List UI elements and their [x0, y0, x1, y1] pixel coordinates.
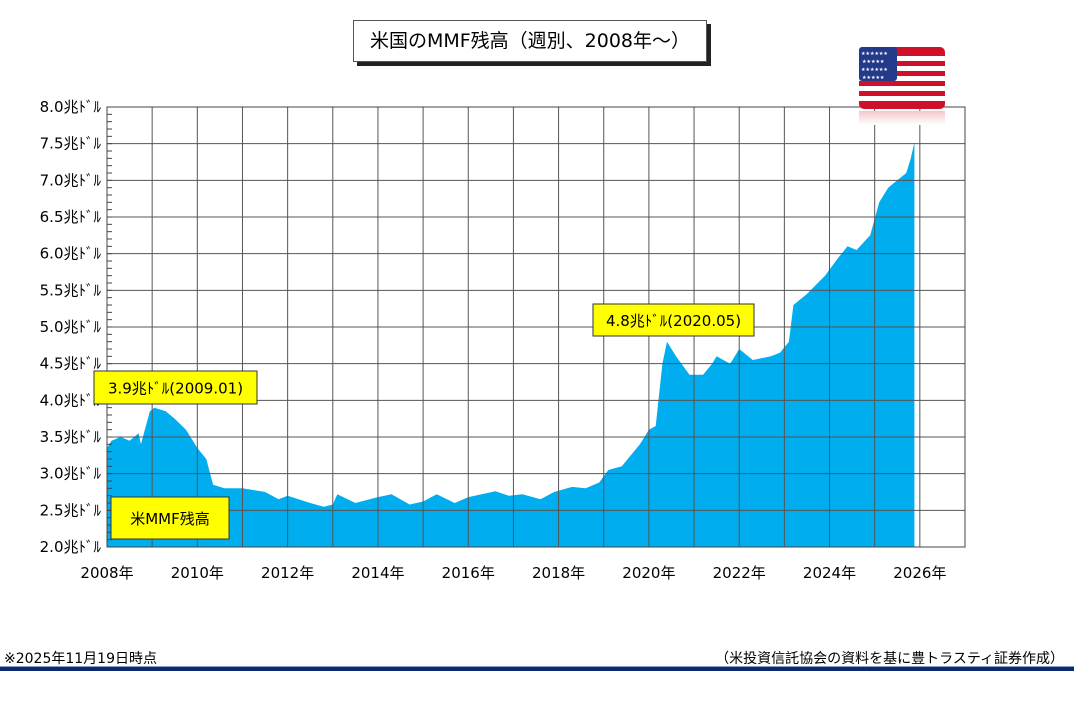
area-series-mmf	[107, 142, 915, 547]
x-tick-label: 2012年	[261, 564, 314, 582]
legend-box	[110, 496, 230, 540]
x-tick-label: 2014年	[351, 564, 404, 582]
footer-divider	[0, 666, 1074, 671]
annotation-box	[93, 370, 258, 405]
date-note: ※2025年11月19日時点	[4, 651, 157, 667]
x-tick-label: 2026年	[893, 564, 946, 582]
x-tick-label: 2008年	[80, 564, 133, 582]
y-tick-label: 6.5兆ﾄﾞﾙ	[40, 208, 102, 226]
annotation-box	[592, 303, 755, 337]
y-tick-label: 5.5兆ﾄﾞﾙ	[40, 281, 102, 299]
x-tick-label: 2020年	[622, 564, 675, 582]
x-tick-label: 2024年	[803, 564, 856, 582]
chart-title: 米国のMMF残高（週別、2008年～）	[353, 20, 707, 62]
annotation-label: 4.8兆ﾄﾞﾙ(2020.05)	[606, 312, 741, 330]
y-tick-label: 2.5兆ﾄﾞﾙ	[40, 501, 102, 519]
legend-label: 米MMF残高	[130, 510, 210, 528]
y-tick-label: 8.0兆ﾄﾞﾙ	[40, 98, 102, 116]
x-tick-label: 2016年	[442, 564, 495, 582]
y-tick-label: 4.5兆ﾄﾞﾙ	[40, 355, 102, 373]
y-tick-label: 3.0兆ﾄﾞﾙ	[40, 465, 102, 483]
x-tick-label: 2010年	[171, 564, 224, 582]
y-tick-label: 7.5兆ﾄﾞﾙ	[40, 135, 102, 153]
x-tick-label: 2022年	[713, 564, 766, 582]
y-tick-label: 4.0兆ﾄﾞﾙ	[40, 391, 102, 409]
x-tick-label: 2018年	[532, 564, 585, 582]
annotation-label: 3.9兆ﾄﾞﾙ(2009.01)	[108, 380, 243, 398]
y-tick-label: 7.0兆ﾄﾞﾙ	[40, 171, 102, 189]
y-tick-label: 2.0兆ﾄﾞﾙ	[40, 538, 102, 556]
source-note: （米投資信託協会の資料を基に豊トラスティ証券作成）	[715, 651, 1064, 667]
y-tick-label: 6.0兆ﾄﾞﾙ	[40, 245, 102, 263]
y-tick-label: 5.0兆ﾄﾞﾙ	[40, 318, 102, 336]
y-tick-label: 3.5兆ﾄﾞﾙ	[40, 428, 102, 446]
